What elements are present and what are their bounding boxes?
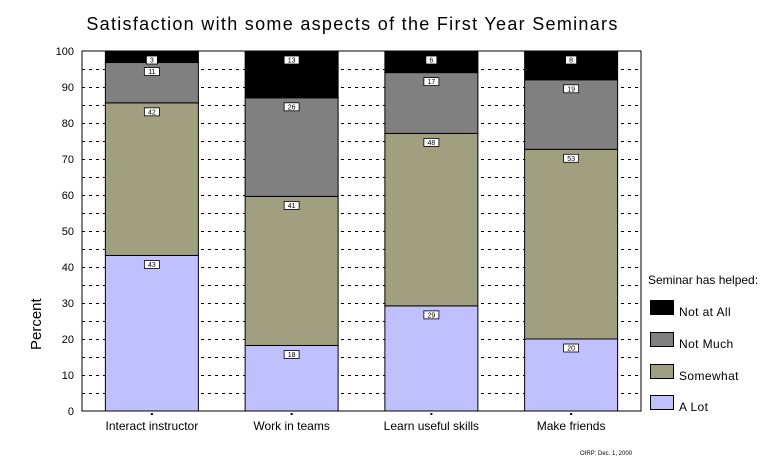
data-label: 6 — [429, 58, 433, 65]
data-label: 42 — [148, 109, 156, 116]
y-tick-label: 40 — [62, 262, 74, 274]
bar-segment-somewhat — [104, 102, 199, 256]
category-label: Interact instructor — [106, 419, 199, 433]
data-label-box — [143, 67, 160, 76]
data-label: 48 — [427, 140, 435, 147]
data-label-box — [143, 260, 160, 269]
y-tick-label: 0 — [68, 406, 74, 418]
y-tick-label: 10 — [62, 370, 74, 382]
data-label-box — [283, 55, 300, 65]
y-tick-label: 30 — [62, 298, 74, 310]
bar-segment-somewhat — [524, 148, 619, 340]
data-label-box — [563, 343, 580, 353]
legend-swatch-a-lot — [650, 395, 674, 410]
legend-label-not-much: Not Much — [679, 337, 734, 351]
legend-swatch-somewhat — [650, 364, 674, 379]
data-label-box — [145, 55, 158, 65]
legend-label-not-at-all: Not at All — [679, 305, 732, 319]
data-label-box — [423, 138, 440, 147]
chart-title: Satisfaction with some aspects of the Fi… — [86, 14, 619, 34]
data-label-box — [563, 84, 580, 94]
legend-label-somewhat: Somewhat — [679, 369, 739, 383]
data-label: 17 — [427, 79, 435, 86]
legend-title: Seminar has helped: — [648, 273, 759, 287]
bar-segment-not-much — [244, 97, 339, 197]
y-tick-label: 70 — [62, 154, 74, 166]
bar-segment-a-lot — [104, 254, 199, 412]
data-label-box — [423, 310, 440, 320]
bar-segment-somewhat — [384, 132, 479, 307]
y-tick-label: 20 — [62, 334, 74, 346]
data-label: 26 — [288, 104, 296, 111]
data-label: 43 — [148, 262, 156, 269]
data-label: 19 — [567, 86, 575, 93]
legend-swatch-not-much — [650, 332, 674, 347]
category-label: Work in teams — [253, 419, 329, 433]
legend-swatch-not-at-all — [650, 300, 674, 315]
data-label-box — [143, 107, 160, 117]
data-label: 20 — [567, 346, 575, 353]
data-label-box — [283, 350, 300, 359]
y-tick-label: 60 — [62, 190, 74, 202]
data-label: 29 — [427, 312, 435, 319]
category-label: Learn useful skills — [384, 419, 479, 433]
bar-segment-not-at-all — [524, 50, 619, 81]
data-label: 11 — [148, 69, 155, 76]
data-label-box — [425, 55, 438, 65]
y-tick-label: 100 — [56, 46, 74, 58]
bar-segment-somewhat — [244, 195, 339, 346]
y-tick-label: 50 — [62, 226, 74, 238]
data-label: 41 — [288, 203, 296, 210]
footnote: OIRP: Dec. 1, 2000 — [580, 451, 633, 457]
data-label-box — [283, 201, 300, 210]
data-label-box — [565, 55, 578, 65]
data-label: 3 — [150, 58, 154, 65]
data-label: 13 — [288, 58, 296, 65]
bar-segment-a-lot — [384, 305, 479, 412]
legend-label-a-lot: A Lot — [679, 400, 709, 414]
y-tick-label: 80 — [62, 118, 74, 130]
data-label: 8 — [569, 58, 573, 65]
data-label-box — [423, 77, 440, 86]
y-tick-label: 90 — [62, 82, 74, 94]
data-label: 18 — [288, 352, 296, 359]
data-label: 53 — [567, 156, 575, 163]
y-axis-label: Percent — [28, 298, 45, 350]
data-label-box — [283, 102, 300, 112]
data-label-box — [563, 153, 580, 163]
category-label: Make friends — [537, 419, 606, 433]
